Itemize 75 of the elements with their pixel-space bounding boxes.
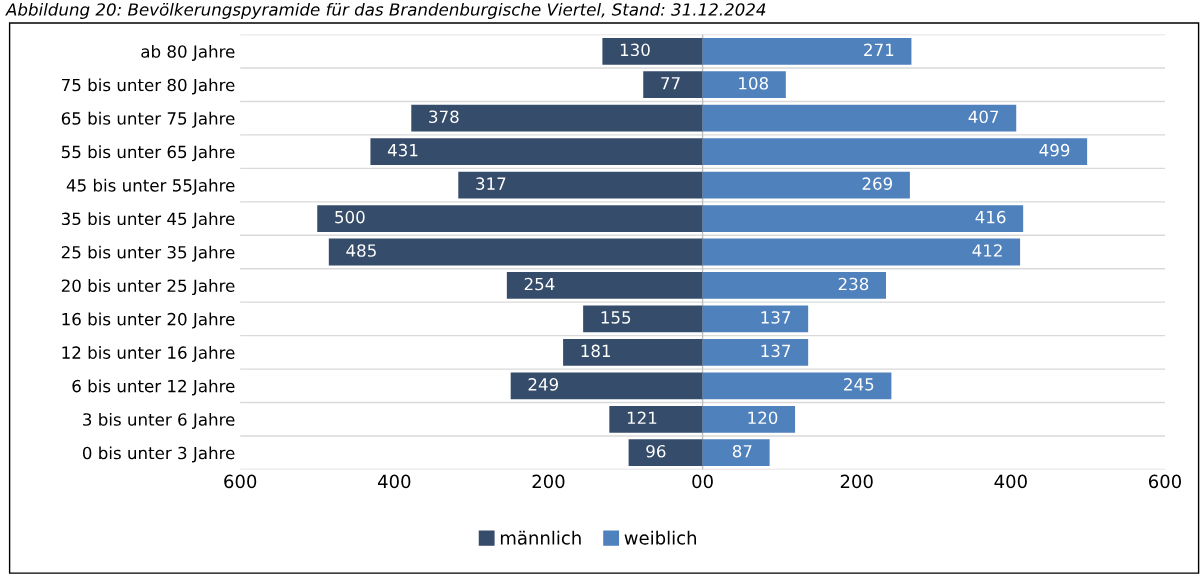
- y-tick-label: 3 bis unter 6 Jahre: [83, 412, 235, 429]
- bar: [702, 439, 770, 467]
- legend-label: männlich: [500, 530, 581, 545]
- data-label: 269: [862, 177, 893, 190]
- data-label: 96: [646, 444, 666, 458]
- data-label: 77: [661, 77, 680, 90]
- bar: [643, 71, 703, 99]
- y-tick-label: 16 bis unter 20 Jahre: [62, 312, 235, 329]
- data-label: 120: [748, 411, 778, 425]
- data-label: 121: [627, 411, 657, 424]
- data-label: 317: [476, 177, 506, 190]
- data-label: 87: [732, 444, 752, 458]
- data-label: 378: [429, 110, 459, 124]
- bar: [702, 138, 1088, 166]
- data-label: 181: [581, 344, 611, 358]
- data-label: 137: [761, 311, 791, 324]
- bar: [702, 338, 809, 366]
- bar: [328, 238, 703, 266]
- data-label: 155: [601, 311, 631, 324]
- y-tick-label: 12 bis unter 16 Jahre: [62, 346, 235, 363]
- bar: [702, 272, 886, 299]
- bar: [628, 439, 703, 467]
- bar: [317, 205, 703, 232]
- data-label: 412: [972, 244, 1002, 257]
- bar: [702, 238, 1021, 266]
- y-tick-label: 75 bis unter 80 Jahre: [62, 78, 235, 95]
- y-tick-label: 20 bis unter 25 Jahre: [61, 279, 235, 296]
- y-tick-label: 25 bis unter 35 Jahre: [61, 245, 235, 262]
- y-tick-label: 65 bis unter 75 Jahre: [61, 111, 235, 128]
- data-label: 254: [524, 277, 555, 291]
- bar: [458, 171, 703, 199]
- data-label: 500: [335, 210, 365, 224]
- bar: [609, 405, 703, 433]
- data-label: 137: [761, 344, 791, 358]
- bar: [602, 37, 703, 65]
- x-tick-label: 400: [994, 474, 1027, 489]
- bar: [702, 37, 912, 65]
- bar: [702, 305, 809, 333]
- data-label: 431: [387, 143, 418, 157]
- bar: [702, 372, 892, 400]
- bar: [583, 305, 703, 333]
- x-tick-label: 600: [1149, 474, 1181, 489]
- data-label: 249: [528, 378, 558, 391]
- bar: [702, 104, 1017, 132]
- y-tick-label: 6 bis unter 12 Jahre: [72, 379, 235, 396]
- data-label: 407: [968, 110, 999, 124]
- bar: [563, 338, 703, 366]
- x-tick-label: 200: [532, 474, 565, 489]
- bar: [702, 171, 910, 199]
- data-label: 499: [1039, 143, 1070, 157]
- y-tick-label: 45 bis unter 55Jahre: [66, 178, 235, 195]
- x-tick-label: 00: [692, 474, 713, 489]
- bar: [702, 405, 796, 433]
- data-label: 130: [620, 43, 650, 57]
- bar: [506, 272, 703, 299]
- bar: [411, 104, 703, 132]
- bar: [702, 71, 786, 99]
- x-tick-label: 600: [224, 474, 257, 489]
- legend-label: weiblich: [624, 530, 696, 545]
- data-label: 108: [739, 76, 769, 90]
- x-tick-label: 200: [840, 474, 873, 489]
- data-label: 485: [346, 244, 376, 257]
- chart-title: Abbildung 20: Bevölkerungspyramide für das Brandenburgische Viertel, Stand: 31.12.2024: [5, 2, 766, 20]
- x-tick-label: 400: [377, 474, 411, 489]
- data-label: 245: [844, 378, 874, 391]
- bar: [510, 372, 703, 400]
- y-tick-label: 35 bis unter 45 Jahre: [61, 212, 235, 229]
- bar: [702, 205, 1024, 232]
- data-label: 238: [838, 277, 869, 291]
- y-tick-label: 0 bis unter 3 Jahre: [82, 446, 235, 463]
- y-tick-label: 55 bis unter 65 Jahre: [61, 145, 235, 162]
- bar: [370, 138, 703, 166]
- data-label: 271: [864, 43, 894, 56]
- data-label: 416: [975, 210, 1006, 224]
- y-tick-label: ab 80 Jahre: [141, 44, 235, 61]
